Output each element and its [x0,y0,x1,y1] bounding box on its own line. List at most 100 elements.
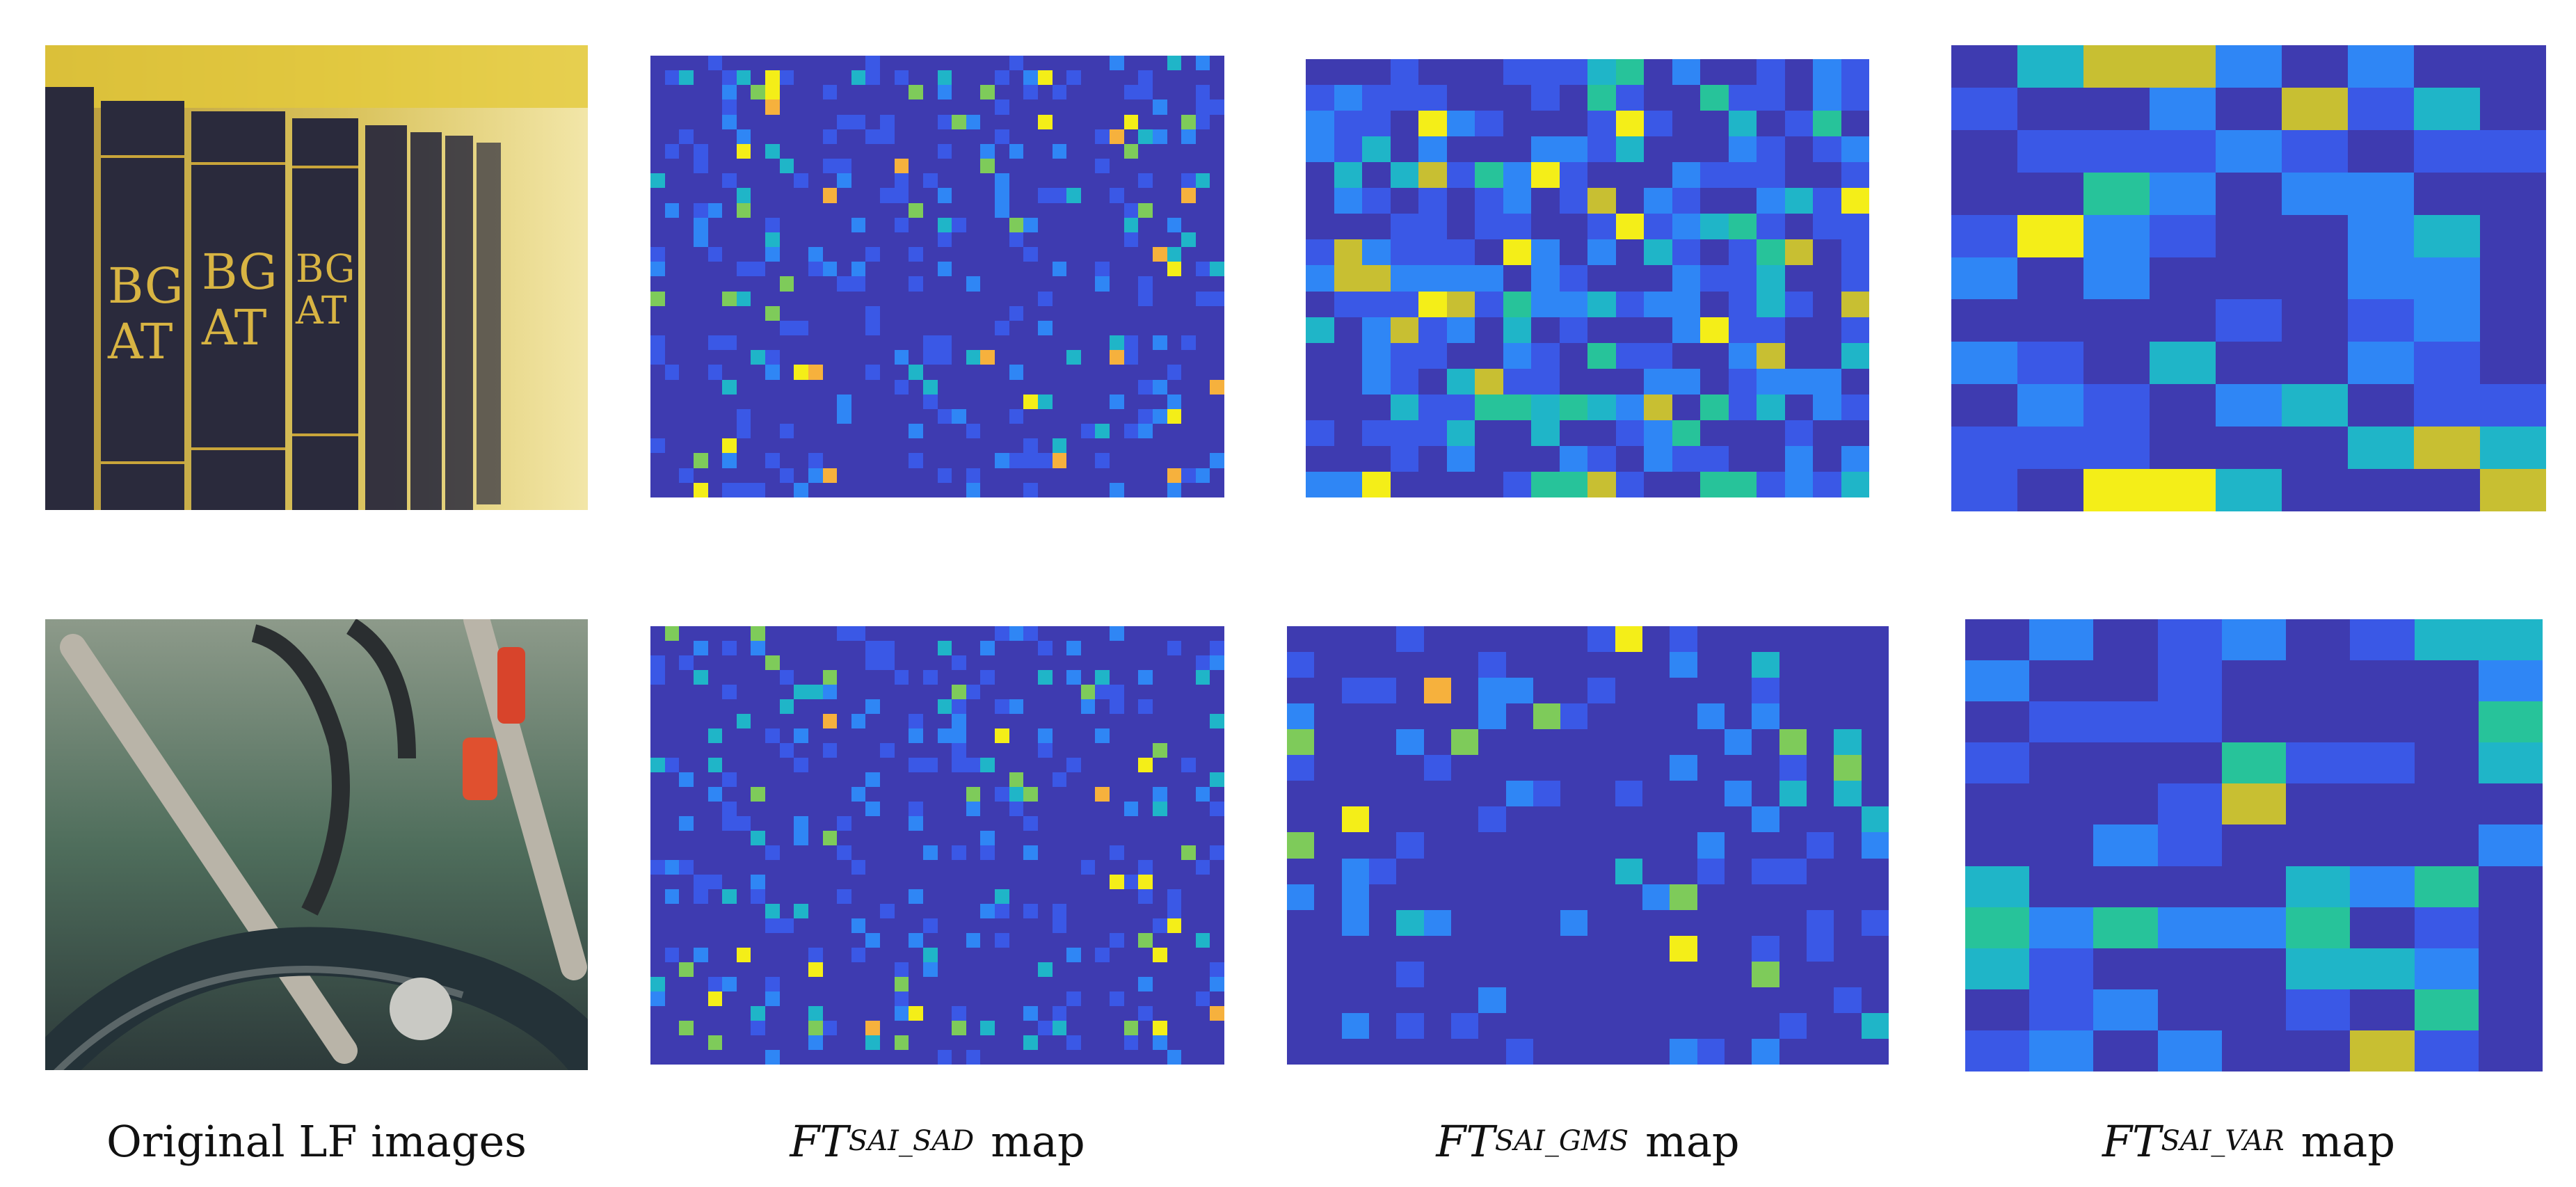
heatmap-cell [1505,884,1533,910]
heatmap-cell [808,860,823,875]
heatmap-cell [779,1006,794,1021]
heatmap-cell [1023,173,1038,189]
heatmap-cell [2414,701,2479,743]
heatmap-cell [650,962,665,977]
heatmap-cell [693,933,708,948]
heatmap-cell [722,276,737,292]
heatmap-cell [779,714,794,728]
heatmap-cell [1009,408,1024,424]
heatmap-cell [794,114,808,129]
heatmap-cell [1418,59,1447,86]
heatmap-cell [922,699,938,714]
heatmap-cell [966,860,981,875]
heatmap-cell [1341,1038,1369,1065]
heatmap-cell [1368,884,1397,910]
heatmap-cell [1023,802,1038,816]
heatmap-cell [1390,317,1418,343]
heatmap-cell [1642,678,1670,704]
heatmap-cell [937,816,952,831]
heatmap-cell [1167,772,1182,787]
heatmap-cell [751,320,765,336]
heatmap-cell [837,335,851,351]
heatmap-cell [751,699,765,714]
heatmap-cell [650,408,665,424]
heatmap-cell [909,845,923,860]
heatmap-cell [937,379,952,395]
heatmap-cell [1418,162,1447,189]
heatmap-cell [808,482,823,497]
heatmap-cell [1195,699,1210,714]
heatmap-cell [952,320,966,336]
heatmap-cell [1728,136,1757,163]
heatmap-cell [937,232,952,248]
heatmap-cell [650,860,665,875]
heatmap-cell [1095,860,1110,875]
heatmap-cell [1037,918,1053,933]
heatmap-cell [1023,991,1038,1006]
heatmap-cell [1052,143,1067,159]
heatmap-cell [1009,453,1024,468]
heatmap-cell [664,424,680,439]
heatmap-cell [2150,299,2216,342]
heatmap-cell [1423,884,1451,910]
heatmap-cell [1779,703,1807,730]
heatmap-cell [995,173,1009,189]
heatmap-cell [966,802,981,816]
heatmap-cell [2286,1030,2351,1072]
heatmap-cell [865,685,880,699]
heatmap-cell [808,188,823,203]
heatmap-cell [1152,802,1167,816]
heatmap-cell [664,159,680,174]
heatmap-cell [1478,729,1506,756]
heatmap-cell [865,335,880,351]
heatmap-cell [1450,729,1479,756]
heatmap-cell [1951,87,2017,130]
heatmap-cell [1334,85,1362,111]
heatmap-cell [1123,860,1139,875]
heatmap-cell [1138,129,1153,144]
heatmap-cell [1181,962,1196,977]
heatmap-cell [909,758,923,772]
heatmap-cell [1368,1038,1397,1065]
heatmap-cell [937,977,952,991]
heatmap-cell [765,1021,780,1035]
heatmap-cell [722,728,737,743]
heatmap-cell [865,948,880,962]
heatmap-cell [1110,772,1124,787]
heatmap-cell [1110,438,1124,454]
heatmap-cell [1009,685,1024,699]
heatmap-cell [2157,866,2222,907]
heatmap-cell [722,977,737,991]
heatmap-cell [1152,641,1167,655]
heatmap-cell [2017,172,2083,215]
heatmap-cell [693,350,708,365]
heatmap-cell [751,365,765,380]
heatmap-cell [1181,977,1196,991]
heatmap-cell [837,758,851,772]
heatmap-cell [751,379,765,395]
heatmap-cell [1181,159,1196,174]
heatmap-cell [980,188,995,203]
heatmap-cell [808,320,823,336]
heatmap-cell [1080,641,1096,655]
heatmap-cell [1210,948,1224,962]
heatmap-cell [1559,239,1587,266]
heatmap-cell [808,743,823,758]
heatmap-cell [1615,317,1644,343]
heatmap-cell [1195,1006,1210,1021]
heatmap-cell [765,875,780,889]
heatmap-cell [765,70,780,86]
heatmap-cell [1123,1035,1139,1050]
heatmap-cell [1725,806,1752,833]
heatmap-cell [736,933,751,948]
heatmap-cell [722,305,737,321]
heatmap-cell [851,685,866,699]
heatmap-cell [837,1035,851,1050]
heatmap-cell [1009,875,1024,889]
heatmap-cell [1037,743,1053,758]
heatmap-cell [1210,143,1224,159]
heatmap-cell [937,670,952,685]
heatmap-cell [1390,214,1418,240]
heatmap-cell [2216,129,2282,173]
heatmap-cell [1095,468,1110,483]
